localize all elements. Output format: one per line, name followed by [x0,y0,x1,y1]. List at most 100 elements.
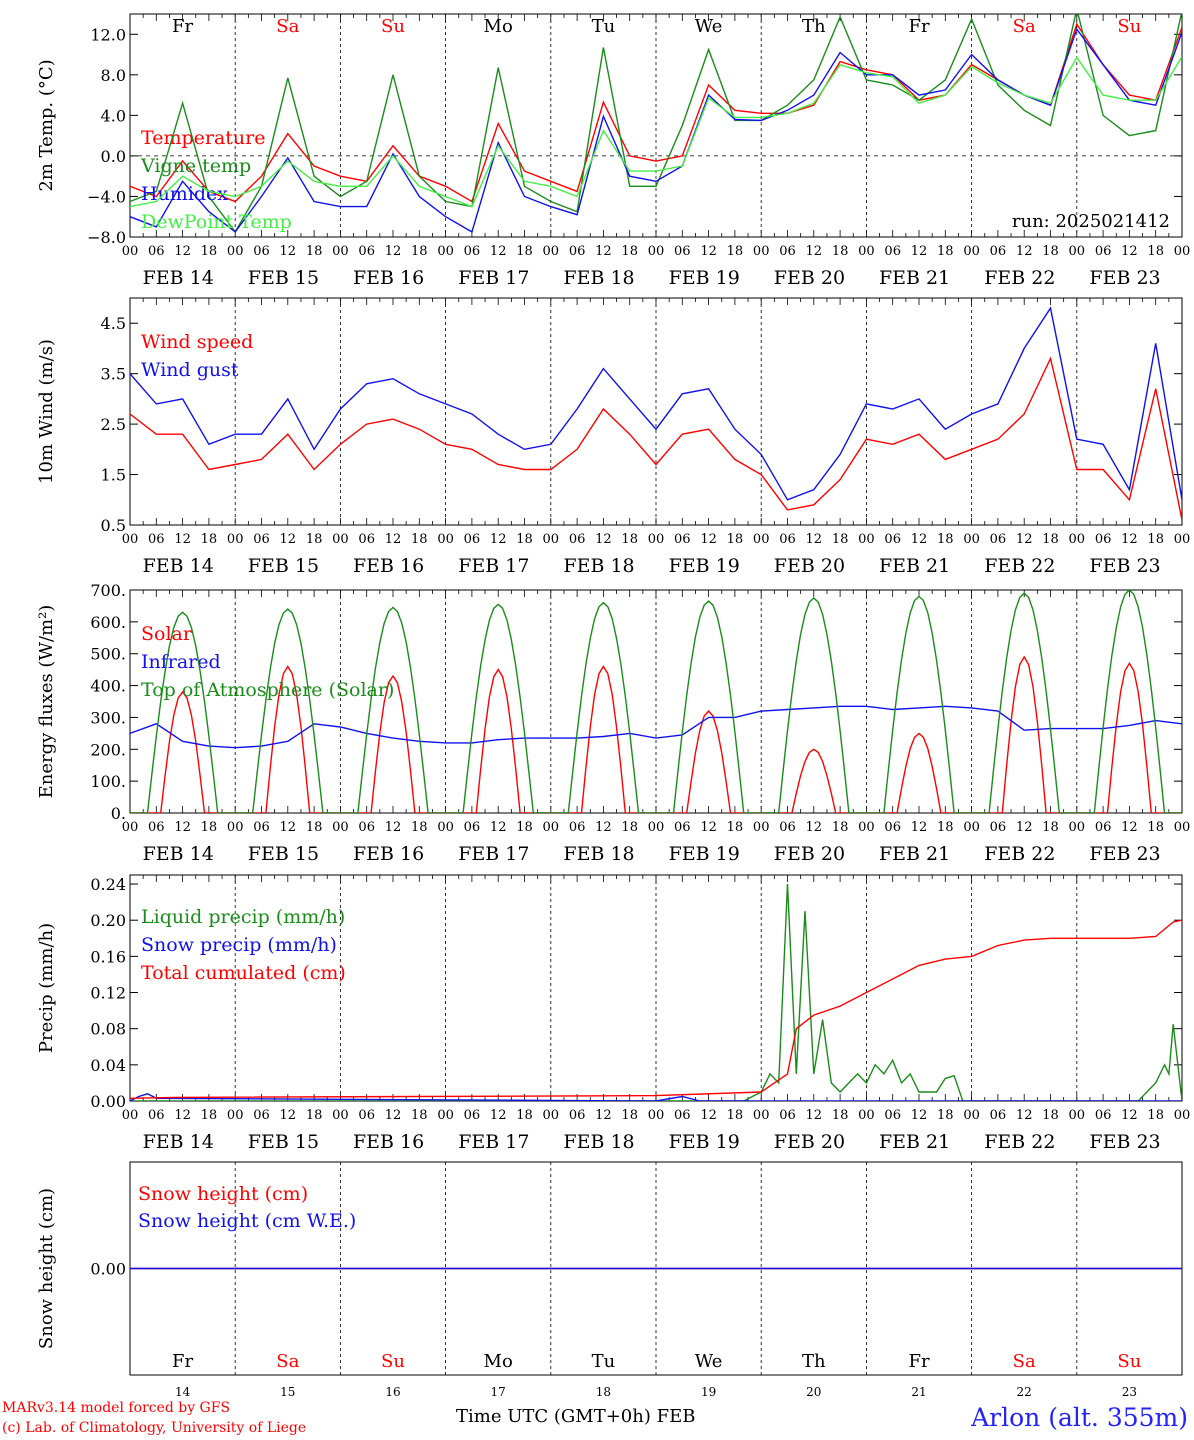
hour-tick-label: 00 [227,820,244,835]
day-number-label: 23 [1122,1385,1137,1399]
date-label: FEB 20 [774,555,845,577]
hour-tick-label: 12 [700,532,717,547]
hour-tick-label: 18 [727,1108,744,1123]
hour-tick-label: 18 [1042,532,1059,547]
date-label: FEB 19 [669,555,740,577]
day-number-label: 19 [701,1385,716,1399]
hour-tick-label: 18 [516,244,533,259]
hour-tick-label: 06 [990,532,1007,547]
hour-tick-label: 18 [832,820,849,835]
day-name-label: Su [1117,16,1141,37]
hour-tick-label: 12 [806,532,823,547]
hour-tick-label: 12 [174,244,191,259]
hour-tick-label: 18 [1147,1108,1164,1123]
y-tick-label: 0.04 [90,1056,126,1075]
hour-tick-label: 18 [832,244,849,259]
hour-tick-label: 00 [543,820,560,835]
x-axis-month: FEB [656,1406,696,1427]
hour-tick-label: 06 [674,820,691,835]
x-axis-title-text: Time UTC (GMT+0h) [456,1406,651,1427]
hour-tick-label: 00 [858,1108,875,1123]
hour-tick-label: 18 [1147,532,1164,547]
hour-tick-label: 12 [1016,820,1033,835]
hour-tick-label: 06 [674,532,691,547]
date-label: FEB 21 [879,843,950,865]
hour-tick-label: 12 [806,1108,823,1123]
hour-tick-label: 06 [779,532,796,547]
hour-tick-label: 12 [385,820,402,835]
panel-wind: 0.5 1.5 2.5 3.5 4.5 10m Wind (m/s) 00 06 12 18 FEB… [36,297,1190,577]
y-axis-label: Precip (mm/h) [36,923,57,1053]
hour-tick-label: 18 [201,820,218,835]
day-name-label: Su [381,1351,405,1372]
hour-tick-label: 00 [1174,820,1191,835]
legend-entry: Infrared [141,651,221,673]
hour-tick-label: 12 [911,820,928,835]
date-label: FEB 18 [563,843,634,865]
hour-tick-label: 06 [569,244,586,259]
hour-tick-label: 12 [1121,244,1138,259]
hour-tick-label: 12 [595,532,612,547]
hour-tick-label: 06 [253,244,270,259]
hour-tick-label: 06 [884,244,901,259]
hour-tick-label: 12 [700,244,717,259]
day-name-label: Su [381,16,405,37]
legend-entry: Liquid precip (mm/h) [141,906,345,928]
y-tick-label: 0.12 [90,984,126,1003]
hour-tick-label: 12 [595,1108,612,1123]
date-label: FEB 22 [984,267,1055,289]
date-label: FEB 23 [1089,555,1160,577]
y-tick-label: 500. [90,645,126,664]
y-tick-label: 0.00 [90,1092,126,1111]
hour-tick-label: 00 [122,244,139,259]
hour-tick-label: 18 [727,532,744,547]
hour-tick-label: 06 [1095,244,1112,259]
y-tick-label: 3.5 [101,365,126,384]
day-name-label: Sa [276,16,299,37]
hour-tick-label: 00 [543,532,560,547]
day-name-label: Tu [592,1351,616,1372]
hour-tick-label: 06 [464,820,481,835]
day-name-label: Mo [484,1351,513,1372]
day-name-label: Fr [172,16,193,37]
date-label: FEB 19 [669,1131,740,1153]
hour-tick-label: 12 [1016,244,1033,259]
hour-tick-label: 00 [332,1108,349,1123]
hour-tick-label: 00 [753,244,770,259]
hour-tick-label: 00 [753,532,770,547]
hour-tick-label: 18 [306,820,323,835]
hour-tick-label: 12 [1121,1108,1138,1123]
date-label: FEB 14 [143,843,214,865]
date-label: FEB 16 [353,267,424,289]
hour-tick-label: 00 [858,820,875,835]
y-tick-label: 0.08 [90,1020,126,1039]
hour-tick-label: 00 [437,244,454,259]
hour-tick-label: 06 [569,1108,586,1123]
date-label: FEB 23 [1089,267,1160,289]
panel-frame [129,13,1183,238]
hour-tick-label: 06 [569,820,586,835]
day-number-label: 22 [1017,1385,1032,1399]
hour-tick-label: 06 [884,532,901,547]
series-line-wind-gust [130,306,1182,501]
day-number-label: 20 [806,1385,821,1399]
hour-tick-label: 06 [569,532,586,547]
hour-tick-label: 12 [174,1108,191,1123]
day-name-label: Th [802,1351,826,1372]
hour-tick-label: 06 [779,1108,796,1123]
hour-tick-label: 06 [464,1108,481,1123]
hour-tick-label: 18 [1042,244,1059,259]
hour-tick-label: 12 [595,244,612,259]
y-tick-label: 0.24 [90,875,126,894]
hour-tick-label: 00 [1174,244,1191,259]
hour-tick-label: 12 [700,1108,717,1123]
hour-tick-label: 18 [411,532,428,547]
date-label: FEB 15 [248,555,319,577]
date-label: FEB 17 [458,1131,529,1153]
station-title: Arlon (alt. 355m) [971,1403,1188,1432]
hour-tick-label: 06 [779,244,796,259]
hour-tick-label: 06 [358,244,375,259]
day-name-label: Sa [1013,16,1036,37]
y-tick-label: 100. [90,772,126,791]
hour-tick-label: 00 [648,820,665,835]
